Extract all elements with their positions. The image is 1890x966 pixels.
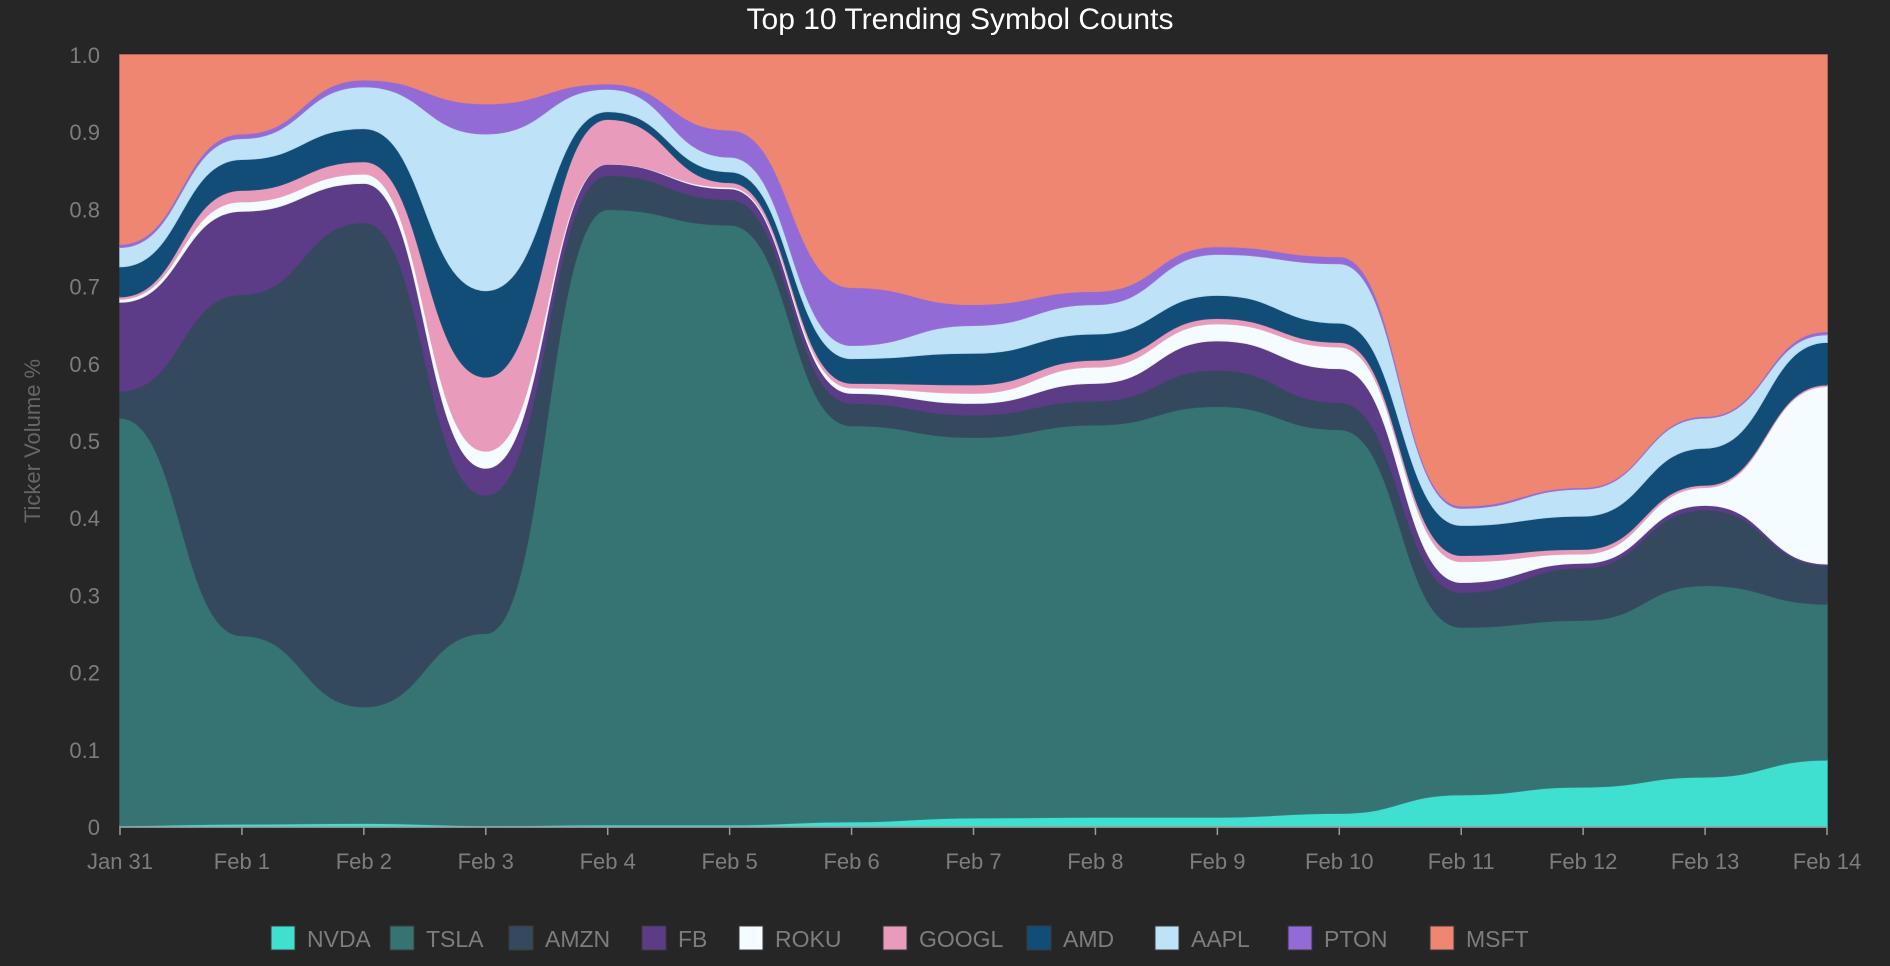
- legend-item-nvda[interactable]: NVDA: [270, 925, 372, 952]
- legend-swatch: [1154, 925, 1180, 951]
- chart-title: Top 10 Trending Symbol Counts: [747, 3, 1174, 36]
- x-tick-label: Feb 7: [945, 849, 1001, 874]
- legend-label: FB: [678, 926, 707, 952]
- legend-item-amzn[interactable]: AMZN: [508, 925, 610, 952]
- legend-label: AMD: [1063, 926, 1114, 952]
- legend-label: MSFT: [1466, 926, 1529, 952]
- plot-area: Jan 31 Feb 1 Feb 2 Feb 3 Feb 4 Feb 5 Feb 6 Feb …: [69, 43, 1861, 874]
- x-tick-label: Feb 1: [214, 849, 270, 874]
- x-tick-label: Feb 2: [336, 849, 392, 874]
- y-tick-label: 0.6: [69, 352, 100, 377]
- x-tick-label: Feb 11: [1428, 849, 1495, 874]
- legend-label: PTON: [1324, 926, 1387, 952]
- legend-swatch: [508, 925, 534, 951]
- y-axis-label: Ticker Volume %: [20, 359, 45, 523]
- legend-item-amd[interactable]: AMD: [1026, 925, 1114, 952]
- x-tick-label: Feb 10: [1305, 849, 1374, 874]
- legend-item-msft[interactable]: MSFT: [1429, 925, 1529, 952]
- x-tick-label: Jan 31: [87, 849, 153, 874]
- y-axis: 0 0.1 0.2 0.3 0.4 0.5 0.6 0.7 0.8 0.9 1.0: [69, 43, 100, 840]
- legend-label: AAPL: [1191, 926, 1250, 952]
- legend-item-googl[interactable]: GOOGL: [882, 925, 1004, 952]
- legend-item-tsla[interactable]: TSLA: [389, 925, 484, 952]
- x-tick-label: Feb 14: [1793, 849, 1862, 874]
- legend-swatch: [389, 925, 415, 951]
- legend-item-aapl[interactable]: AAPL: [1154, 925, 1250, 952]
- x-tick-label: Feb 4: [580, 849, 636, 874]
- legend-label: AMZN: [545, 926, 610, 952]
- legend-swatch: [882, 925, 908, 951]
- x-tick-label: Feb 5: [702, 849, 758, 874]
- legend-swatch: [270, 925, 296, 951]
- legend-swatch: [1287, 925, 1313, 951]
- legend-item-fb[interactable]: FB: [641, 925, 707, 952]
- y-tick-label: 0: [88, 815, 100, 840]
- legend-swatch: [641, 925, 667, 951]
- y-tick-label: 0.4: [69, 506, 100, 531]
- y-tick-label: 0.7: [69, 275, 100, 300]
- x-tick-label: Feb 6: [823, 849, 879, 874]
- legend-label: ROKU: [775, 926, 841, 952]
- x-tick-label: Feb 12: [1549, 849, 1618, 874]
- x-tick-label: Feb 3: [458, 849, 514, 874]
- legend: NVDA TSLA AMZN FB ROKU GOOGL AMD AAPL PTON MSFT: [270, 925, 1529, 952]
- y-tick-label: 0.8: [69, 197, 100, 222]
- legend-swatch: [738, 925, 764, 951]
- y-tick-label: 0.2: [69, 661, 100, 686]
- y-tick-label: 0.3: [69, 583, 100, 608]
- legend-item-pton[interactable]: PTON: [1287, 925, 1387, 952]
- area-series-group: [119, 54, 1828, 828]
- y-tick-label: 0.5: [69, 429, 100, 454]
- x-axis: Jan 31 Feb 1 Feb 2 Feb 3 Feb 4 Feb 5 Feb 6 Feb …: [87, 826, 1862, 874]
- legend-label: TSLA: [426, 926, 484, 952]
- y-tick-label: 0.1: [69, 738, 100, 763]
- x-tick-label: Feb 13: [1671, 849, 1740, 874]
- x-tick-label: Feb 8: [1067, 849, 1123, 874]
- y-tick-label: 0.9: [69, 120, 100, 145]
- legend-swatch: [1429, 925, 1455, 951]
- legend-item-roku[interactable]: ROKU: [738, 925, 841, 952]
- area-series-msft[interactable]: [119, 54, 1828, 507]
- x-tick-label: Feb 9: [1189, 849, 1245, 874]
- legend-label: NVDA: [307, 926, 372, 952]
- legend-label: GOOGL: [919, 926, 1004, 952]
- legend-swatch: [1026, 925, 1052, 951]
- y-tick-label: 1.0: [69, 43, 100, 68]
